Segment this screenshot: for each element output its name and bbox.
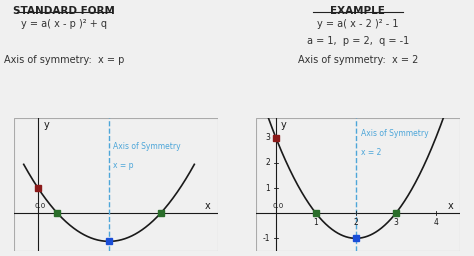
Text: x: x [448, 201, 454, 211]
Text: y: y [281, 120, 286, 130]
Text: 0.0: 0.0 [34, 202, 46, 209]
Text: 1: 1 [265, 184, 270, 193]
Text: y: y [44, 120, 49, 130]
Text: 2: 2 [265, 158, 270, 167]
Text: a = 1,  p = 2,  q = -1: a = 1, p = 2, q = -1 [307, 36, 409, 46]
Text: 0.0: 0.0 [273, 203, 284, 209]
Text: Axis of symmetry:  x = 2: Axis of symmetry: x = 2 [298, 55, 418, 65]
Text: EXAMPLE: EXAMPLE [330, 6, 385, 16]
Bar [256, 118, 460, 251]
Text: x = 2: x = 2 [361, 148, 381, 157]
Bar [14, 118, 218, 251]
Text: y = a( x - 2 )² - 1: y = a( x - 2 )² - 1 [317, 19, 399, 29]
Text: STANDARD FORM: STANDARD FORM [13, 6, 115, 16]
Text: Axis of Symmetry: Axis of Symmetry [113, 142, 181, 151]
Text: y = a( x - p )² + q: y = a( x - p )² + q [21, 19, 107, 29]
Text: 4: 4 [433, 218, 438, 227]
Text: x: x [205, 200, 211, 211]
Text: 3: 3 [265, 133, 270, 142]
Text: 1: 1 [313, 218, 318, 227]
Text: x = p: x = p [113, 161, 133, 169]
Text: -1: -1 [263, 234, 270, 243]
Text: 3: 3 [393, 218, 398, 227]
Text: 2: 2 [354, 218, 358, 227]
Text: Axis of symmetry:  x = p: Axis of symmetry: x = p [4, 55, 124, 65]
Text: Axis of Symmetry: Axis of Symmetry [361, 129, 428, 138]
